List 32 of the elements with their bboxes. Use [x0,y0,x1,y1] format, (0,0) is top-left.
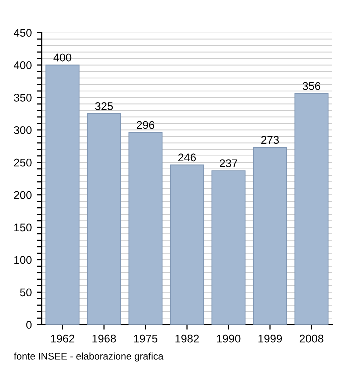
y-tick-label: 300 [14,126,32,134]
x-tick-label: 1968 [92,334,116,343]
bar [253,147,288,325]
y-tick-label: 100 [14,256,32,264]
data-label: 325 [95,102,114,110]
bar [46,64,80,325]
data-label: 237 [220,160,238,168]
x-tick-label: 1962 [51,334,75,343]
y-tick-label: 200 [14,191,32,200]
bar [87,114,122,325]
y-tick-label: 250 [14,158,32,167]
x-tick-label: 1990 [217,334,241,343]
x-tick-label: 1999 [258,334,282,343]
y-tick-label: 0 [26,321,32,330]
data-label: 273 [262,136,280,144]
y-tick-label: 150 [14,224,32,232]
bar [170,164,204,325]
data-label: 400 [54,54,72,62]
x-tick-label: 1975 [134,334,158,343]
source-note: fonte INSEE - elaborazione grafica [14,352,164,362]
bar [212,170,246,325]
data-label: 246 [178,154,196,162]
data-label: 296 [137,121,155,130]
bar [128,132,163,325]
y-tick-label: 450 [14,29,32,37]
y-tick-label: 50 [20,288,32,297]
x-tick-label: 1982 [176,334,200,343]
y-tick-label: 350 [14,94,32,102]
y-tick-label: 400 [14,62,32,70]
bar [294,93,329,325]
data-label: 356 [302,82,321,90]
x-tick-label: 2008 [300,334,324,343]
